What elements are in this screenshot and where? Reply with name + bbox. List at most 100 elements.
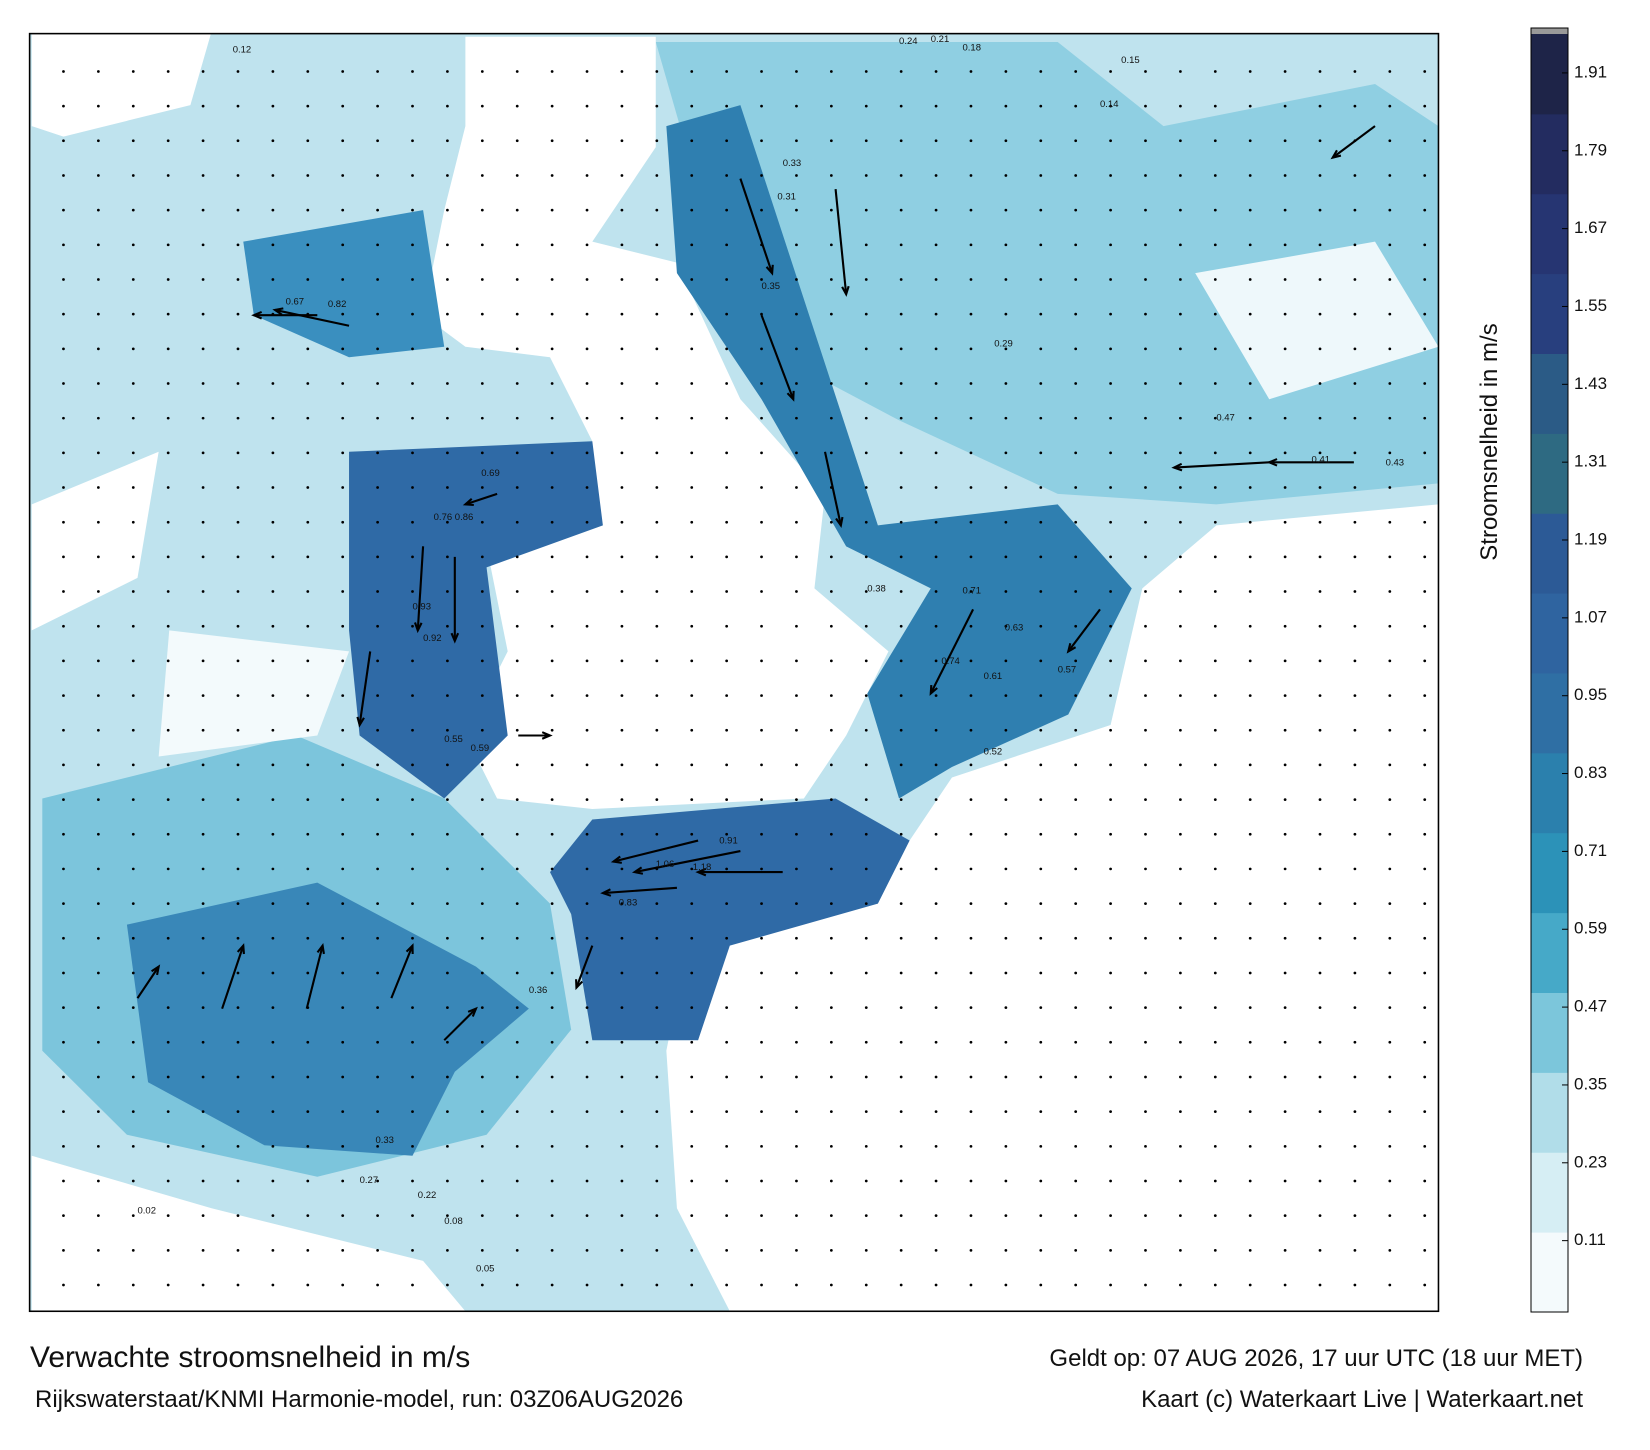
flow-dot bbox=[1388, 1144, 1392, 1148]
flow-dot bbox=[411, 1179, 414, 1183]
flow-dot bbox=[1144, 139, 1147, 143]
flow-dot bbox=[1388, 590, 1392, 593]
flow-dot bbox=[201, 104, 205, 108]
flow-dot bbox=[1318, 174, 1322, 177]
flow-dot bbox=[96, 624, 100, 628]
flow-dot bbox=[550, 243, 554, 247]
speed-label: 0.55 bbox=[444, 734, 462, 745]
flow-dot bbox=[1004, 1006, 1008, 1009]
flow-dot bbox=[236, 486, 240, 489]
flow-dot bbox=[62, 728, 65, 732]
flow-dot bbox=[515, 590, 519, 593]
flow-dot bbox=[376, 139, 379, 143]
flow-dot bbox=[62, 1214, 65, 1218]
flow-dot bbox=[236, 936, 240, 940]
flow-dot bbox=[760, 798, 763, 801]
flow-dot bbox=[446, 902, 449, 905]
flow-dot bbox=[1213, 70, 1217, 73]
flow-dot bbox=[271, 174, 275, 177]
flow-dot bbox=[306, 416, 310, 420]
flow-dot bbox=[655, 1040, 659, 1044]
flow-dot bbox=[411, 139, 414, 143]
flow-dot bbox=[1423, 1179, 1427, 1183]
flow-dot bbox=[201, 70, 205, 73]
flow-dot bbox=[1074, 520, 1078, 524]
flow-dot bbox=[1388, 278, 1392, 281]
flow-dot bbox=[411, 243, 414, 247]
flow-dot bbox=[550, 70, 554, 73]
flow-dot bbox=[201, 832, 205, 836]
flow-dot bbox=[1039, 278, 1043, 281]
flow-dot bbox=[864, 971, 868, 975]
flow-dot bbox=[1039, 174, 1043, 177]
flow-dot bbox=[1004, 1179, 1008, 1183]
flow-dot bbox=[446, 382, 449, 385]
flow-dot bbox=[201, 486, 205, 489]
flow-dot bbox=[166, 1006, 170, 1009]
flow-dot bbox=[864, 1075, 868, 1079]
flow-dot bbox=[1213, 312, 1217, 316]
flow-dot bbox=[1179, 139, 1182, 143]
flow-dot bbox=[934, 451, 938, 455]
colorbar-band bbox=[1531, 593, 1568, 674]
flow-dot bbox=[620, 382, 624, 385]
flow-dot bbox=[1074, 832, 1078, 836]
flow-dot bbox=[620, 728, 624, 732]
flow-dot bbox=[655, 902, 659, 905]
flow-dot bbox=[1109, 1040, 1112, 1044]
flow-dot bbox=[1213, 104, 1217, 108]
flow-dot bbox=[1283, 1040, 1287, 1044]
flow-dot bbox=[795, 555, 798, 559]
flow-dot bbox=[271, 1214, 275, 1218]
flow-dot bbox=[1283, 347, 1287, 351]
arrow-head bbox=[236, 943, 245, 955]
flow-dot bbox=[620, 555, 624, 559]
flow-dot bbox=[1283, 278, 1287, 281]
flow-dot bbox=[864, 1214, 868, 1218]
flow-dot bbox=[934, 1110, 938, 1114]
flow-dot bbox=[1353, 416, 1357, 420]
flow-dot bbox=[480, 70, 484, 73]
flow-dot bbox=[760, 382, 763, 385]
flow-dot bbox=[655, 1214, 659, 1218]
flow-dot bbox=[131, 798, 135, 801]
flow-dot bbox=[550, 659, 554, 663]
flow-dot bbox=[829, 1179, 833, 1183]
flow-dot bbox=[306, 208, 310, 212]
flow-dot bbox=[1353, 174, 1357, 177]
flow-dot bbox=[620, 104, 624, 108]
flow-dot bbox=[1248, 416, 1252, 420]
flow-dot bbox=[515, 1040, 519, 1044]
flow-dot bbox=[899, 451, 903, 455]
flow-dot bbox=[1074, 1283, 1078, 1287]
flow-dot bbox=[1074, 902, 1078, 905]
flow-dot bbox=[96, 70, 100, 73]
flow-dot bbox=[62, 1283, 65, 1287]
flow-dot bbox=[1179, 278, 1182, 281]
flow-dot bbox=[306, 104, 310, 108]
speed-label: 0.08 bbox=[444, 1216, 462, 1227]
speed-label: 0.35 bbox=[762, 281, 780, 292]
speed-label: 0.76 bbox=[434, 512, 452, 523]
flow-dot bbox=[1109, 1248, 1112, 1252]
flow-dot bbox=[515, 659, 519, 663]
flow-dot bbox=[201, 867, 205, 871]
flow-dot bbox=[166, 416, 170, 420]
flow-dot bbox=[655, 451, 659, 455]
flow-dot bbox=[166, 659, 170, 663]
flow-dot bbox=[1353, 486, 1357, 489]
flow-dot bbox=[236, 1075, 240, 1079]
flow-dot bbox=[899, 104, 903, 108]
flow-dot bbox=[1353, 1144, 1357, 1148]
flow-dot bbox=[864, 70, 868, 73]
flow-dot bbox=[515, 416, 519, 420]
flow-dot bbox=[585, 347, 589, 351]
flow-dot bbox=[1109, 590, 1112, 593]
flow-dot bbox=[585, 139, 589, 143]
flow-dot bbox=[1074, 1144, 1078, 1148]
flow-dot bbox=[1179, 936, 1182, 940]
flow-dot bbox=[795, 971, 798, 975]
flow-dot bbox=[1213, 1006, 1217, 1009]
flow-dot bbox=[515, 347, 519, 351]
flow-dot bbox=[271, 1110, 275, 1114]
